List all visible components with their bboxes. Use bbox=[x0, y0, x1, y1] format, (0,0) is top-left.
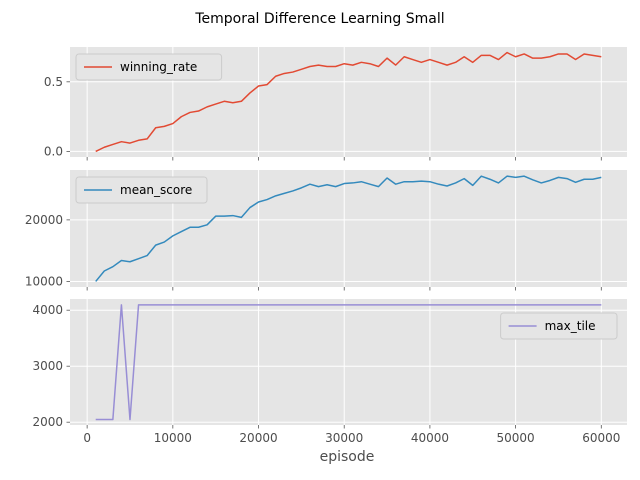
x-tick-label: 50000 bbox=[497, 431, 535, 445]
legend: winning_rate bbox=[75, 53, 223, 81]
x-tick-label: 10000 bbox=[154, 431, 192, 445]
y-tick-label: 0.0 bbox=[44, 144, 63, 158]
y-tick-label: 3000 bbox=[32, 359, 63, 373]
y-tick-label: 0.5 bbox=[44, 75, 63, 89]
y-tick-label: 20000 bbox=[25, 213, 63, 227]
legend-box bbox=[500, 312, 618, 340]
series-line-winning-rate bbox=[95, 51, 602, 153]
subplot-1: 0.0 0.5 winning_rate bbox=[44, 47, 627, 161]
x-tick-label: 30000 bbox=[325, 431, 363, 445]
legend-box bbox=[75, 53, 223, 81]
subplot-3: 0 10000 20000 30000 40000 50000 60000 2000 3000 4… bbox=[32, 299, 627, 445]
figure-title: Temporal Difference Learning Small bbox=[194, 11, 444, 27]
legend-box bbox=[75, 176, 208, 204]
x-tick-label: 20000 bbox=[239, 431, 277, 445]
y-tick-label: 2000 bbox=[32, 415, 63, 429]
legend: max_tile bbox=[500, 312, 618, 340]
subplots: 0.0 0.5 winning_rate 10000 20000 mean_score 0 1… bbox=[25, 47, 627, 445]
y-tick-label: 10000 bbox=[25, 274, 63, 288]
legend: mean_score bbox=[75, 176, 208, 204]
legend-label: mean_score bbox=[120, 183, 192, 197]
y-tick-label: 4000 bbox=[32, 303, 63, 317]
x-tick-label: 0 bbox=[83, 431, 91, 445]
subplot-2: 10000 20000 mean_score bbox=[25, 170, 627, 291]
series-line-max-tile bbox=[95, 304, 602, 421]
x-axis-label: episode bbox=[320, 449, 375, 465]
x-tick-label: 60000 bbox=[582, 431, 620, 445]
legend-label: max_tile bbox=[545, 319, 596, 333]
series-line-mean-score bbox=[95, 175, 602, 282]
x-tick-label: 40000 bbox=[411, 431, 449, 445]
legend-label: winning_rate bbox=[120, 60, 197, 74]
